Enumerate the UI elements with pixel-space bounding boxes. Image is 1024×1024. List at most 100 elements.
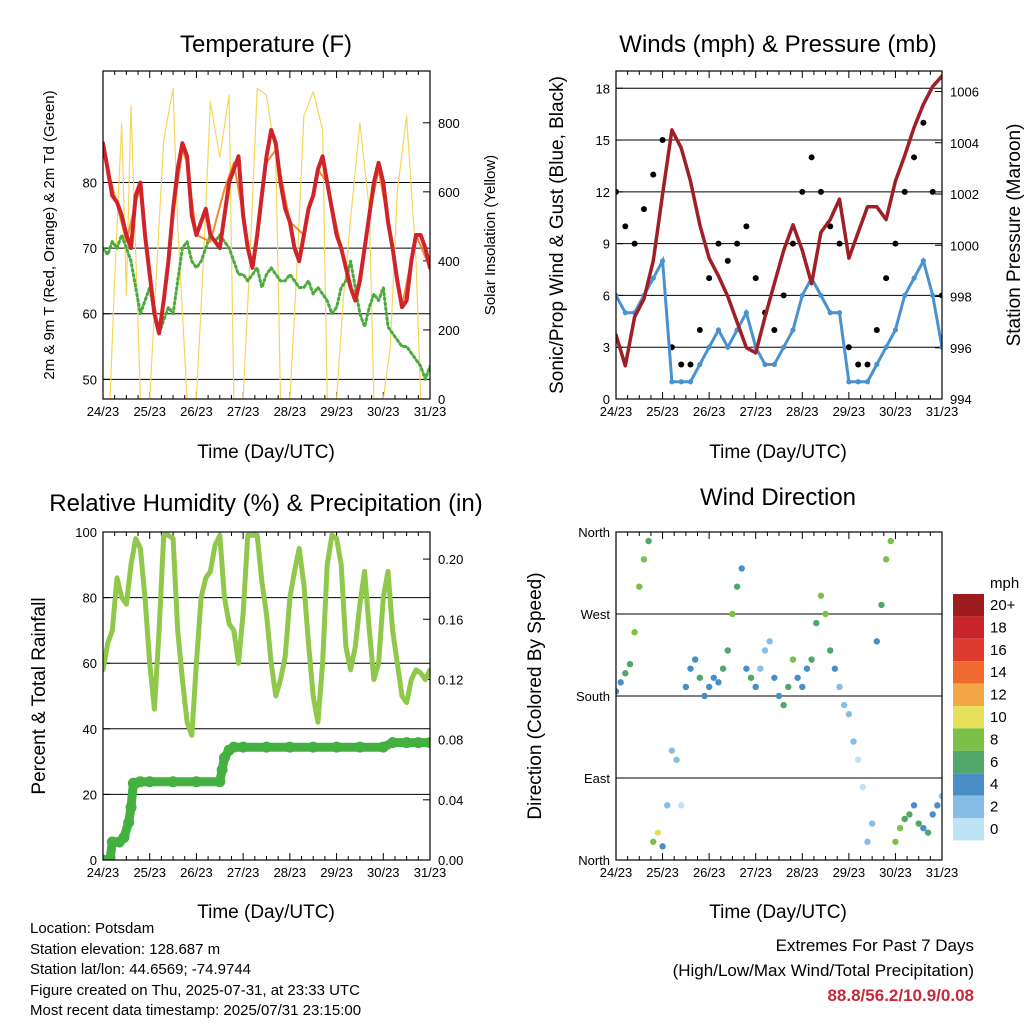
humidity-xtick-label: 25/23 (133, 865, 166, 880)
humidity-rh-line (103, 532, 430, 738)
temperature-y2tick-label: 400 (438, 254, 460, 269)
legend-label: 10 (990, 709, 1007, 726)
winds-gust-point (771, 326, 778, 333)
direction-point (906, 811, 913, 818)
winds-gust-point (836, 240, 843, 247)
extremes-heading: Extremes For Past 7 Days (775, 936, 974, 955)
direction-point (626, 660, 634, 668)
direction-ytick-label: South (576, 689, 610, 704)
direction-point (813, 619, 820, 627)
humidity-ytick-label: 40 (83, 722, 97, 737)
direction-point (803, 665, 811, 672)
winds-gust-point (622, 223, 629, 230)
temperature-ytick-label: 50 (83, 372, 97, 387)
direction-xtick-label: 31/23 (926, 865, 959, 880)
humidity-xtick-label: 24/23 (87, 865, 120, 880)
winds-ytick-label: 6 (603, 288, 610, 303)
direction-point (682, 683, 690, 691)
direction-point (924, 829, 932, 836)
temperature-xtick-label: 30/23 (367, 404, 400, 419)
winds-series-area (616, 74, 942, 385)
temperature-y2tick-label: 0 (438, 392, 445, 407)
direction-point (873, 638, 880, 645)
temperature-t2m-line (103, 128, 430, 336)
extremes-subheading: (High/Low/Max Wind/Total Precipitation) (672, 961, 974, 980)
direction-point (668, 747, 676, 754)
precip-point (214, 776, 226, 788)
humidity-y2tick-label: 0.16 (438, 612, 463, 627)
direction-point (831, 665, 839, 672)
direction-point (678, 802, 685, 809)
direction-ytick-label: West (581, 607, 611, 622)
winds-gust-point (706, 275, 713, 282)
winds-gust-point (845, 344, 852, 351)
legend-swatch (953, 750, 984, 774)
direction-point (761, 647, 769, 654)
winds-xtick-label: 31/23 (926, 404, 959, 419)
winds-xtick-label: 25/23 (646, 404, 679, 419)
winds-gust-point (855, 361, 862, 368)
humidity-precip-line (103, 738, 430, 860)
direction-xtick-label: 25/23 (646, 865, 679, 880)
humidity-y2tick-label: 0.20 (438, 552, 463, 567)
direction-point (733, 583, 741, 590)
winds-y2tick-label: 1000 (950, 238, 979, 253)
winds-gust-point (631, 240, 638, 247)
temperature-y2tick-label: 800 (438, 116, 460, 131)
direction-point (845, 711, 853, 718)
direction-point (701, 692, 708, 700)
temperature-xtick-label: 27/23 (227, 404, 260, 419)
winds-y2tick-label: 1006 (950, 85, 979, 100)
direction-point (691, 656, 699, 663)
direction-point (636, 583, 643, 590)
legend-label: 20+ (990, 597, 1016, 614)
humidity-xtick-label: 29/23 (320, 865, 353, 880)
temperature-y2tick-label: 600 (438, 185, 460, 200)
humidity-ytick-label: 100 (75, 525, 97, 540)
station-latlon: Station lat/lon: 44.6569; -74.9744 (30, 961, 252, 978)
direction-point (705, 683, 713, 691)
precip-point (228, 741, 240, 753)
direction-point (887, 537, 894, 545)
temperature-y2label: Solar Insolation (Yellow) (482, 155, 499, 315)
humidity-panel: Relative Humidity (%) & Precipitation (i… (29, 490, 483, 923)
winds-ytick-label: 9 (603, 237, 610, 252)
direction-point (757, 665, 764, 672)
winds-panel: Winds (mph) & Pressure (mb) Sonic/Prop W… (547, 31, 1024, 463)
direction-point (743, 665, 750, 672)
direction-point (920, 824, 927, 832)
legend-label: 8 (990, 731, 998, 748)
humidity-ytick-label: 20 (83, 787, 97, 802)
direction-point (859, 783, 867, 791)
legend-label: 4 (990, 776, 998, 793)
direction-point (910, 802, 918, 809)
temperature-series-area (103, 87, 430, 399)
direction-plot: 24/23 25/23 26/23 27/23 28/23 29/23 30/23 31/23… (576, 525, 1016, 880)
temperature-ylabel: 2m & 9m T (Red, Orange) & 2m Td (Green) (41, 90, 58, 379)
winds-gust-point (715, 240, 722, 247)
temperature-panel: Temperature (F) 2m & 9m T (Red, Orange) … (41, 31, 499, 463)
winds-gust-point (939, 292, 942, 299)
direction-point (640, 556, 648, 563)
direction-point (696, 674, 704, 681)
winds-xtick-label: 30/23 (879, 404, 912, 419)
direction-point (827, 647, 834, 654)
winds-gust-point (616, 188, 619, 195)
legend-swatch (953, 728, 984, 751)
winds-frame (615, 70, 943, 400)
humidity-y2tick-label: 0.08 (438, 733, 463, 748)
winds-pressure-line (616, 74, 942, 368)
precip-point (307, 741, 319, 753)
legend-swatch (953, 638, 984, 662)
winds-xlabel: Time (Day/UTC) (709, 442, 847, 463)
precip-point (284, 741, 296, 753)
temperature-y2tick-label: 200 (438, 323, 460, 338)
winds-gust-point (901, 188, 908, 195)
temperature-xtick-label: 28/23 (274, 404, 307, 419)
direction-point (868, 820, 876, 827)
direction-point (747, 674, 755, 681)
direction-xtick-label: 26/23 (693, 865, 726, 880)
winds-xtick-label: 28/23 (786, 404, 819, 419)
winds-gust-point (892, 240, 899, 247)
